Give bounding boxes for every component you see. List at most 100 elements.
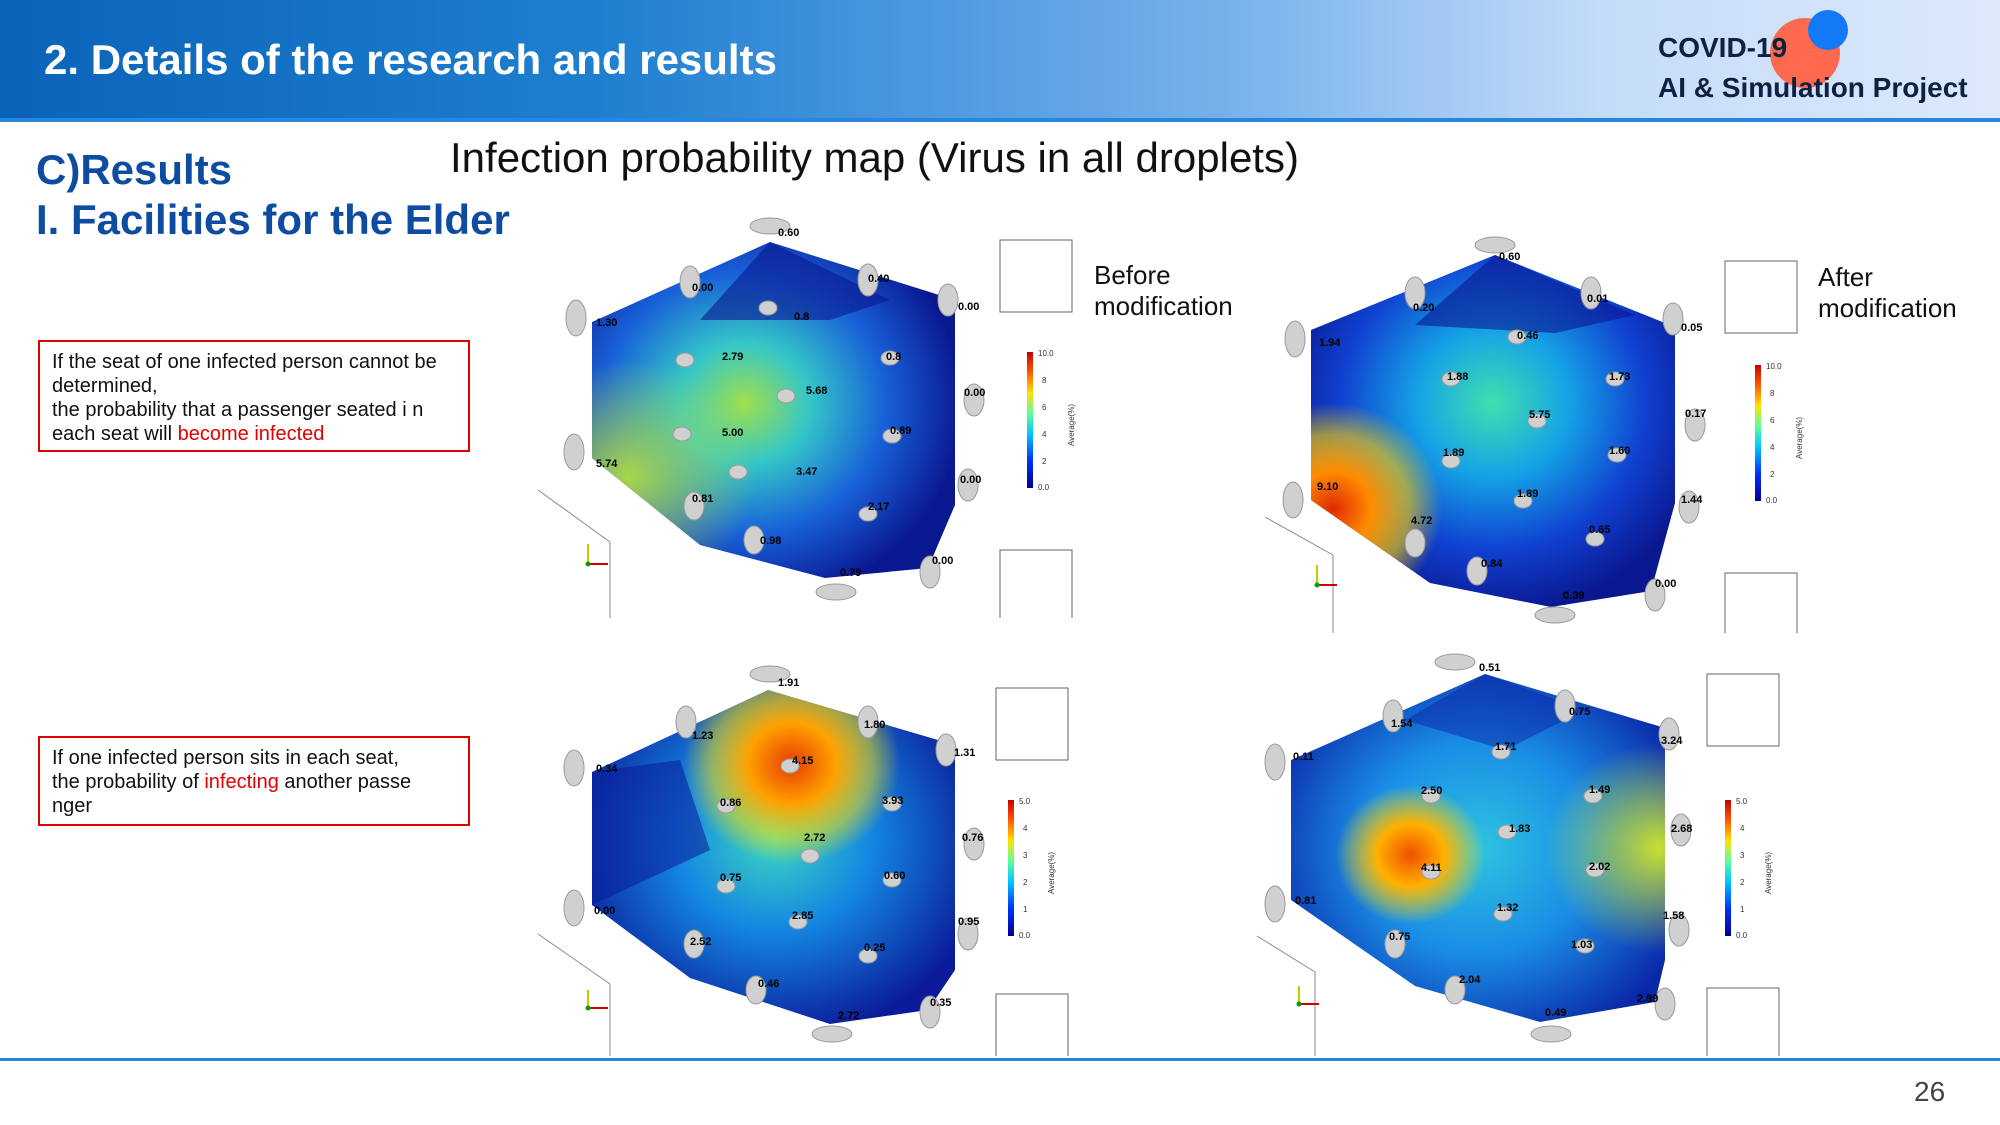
colorbar-tick: 2 bbox=[1740, 878, 1745, 887]
seat-value: 2.85 bbox=[792, 910, 813, 922]
seat-value: 5.74 bbox=[596, 458, 618, 470]
note-highlight: become infected bbox=[177, 423, 325, 445]
seat-value: 0.65 bbox=[1589, 524, 1610, 536]
seat-value: 1.49 bbox=[1589, 784, 1610, 796]
colorbar-tick: 10.0 bbox=[1038, 349, 1054, 358]
infection-map-top-after: 0.60 0.20 0.01 0.05 1.94 0.46 1.88 1.73 … bbox=[1264, 236, 1804, 633]
probability-labels: 0.51 1.54 0.75 3.24 0.11 1.71 2.50 1.49 … bbox=[1293, 662, 1692, 1019]
camera-frame bbox=[995, 687, 1069, 761]
seat-value: 0.46 bbox=[1517, 330, 1538, 342]
seat-value: 0.8 bbox=[886, 351, 901, 363]
seat-value: 0.8 bbox=[794, 311, 809, 323]
seat-value: 0.75 bbox=[720, 872, 741, 884]
axis-triad bbox=[537, 489, 611, 618]
seat-figures bbox=[563, 665, 985, 1043]
logo-blue-circle bbox=[1808, 10, 1848, 50]
colorbar-ticks: 5.0 4 3 2 1 0.0 bbox=[1736, 797, 1748, 940]
seat-value: 2.50 bbox=[1421, 785, 1442, 797]
colorbar-label: Average(%) bbox=[1067, 404, 1076, 446]
page-number: 26 bbox=[1914, 1076, 1946, 1107]
seat-value: 0.00 bbox=[960, 474, 981, 486]
seat-value: 0.00 bbox=[964, 387, 985, 399]
seat-value: 0.20 bbox=[1413, 302, 1434, 314]
seat-value: 0.05 bbox=[1681, 322, 1702, 334]
note-text: the probability that a passenger seated … bbox=[52, 399, 424, 445]
seat-value: 0.51 bbox=[1479, 662, 1500, 674]
low-region bbox=[592, 760, 710, 905]
seat-value: 1.73 bbox=[1609, 371, 1630, 383]
seat-value: 0.11 bbox=[1293, 751, 1314, 763]
colorbar-tick: 5.0 bbox=[1736, 797, 1748, 806]
colorbar bbox=[1755, 365, 1761, 501]
camera-frame bbox=[1706, 673, 1780, 747]
colorbar-tick: 4 bbox=[1770, 443, 1775, 452]
colorbar-tick: 5.0 bbox=[1019, 797, 1031, 806]
seat-value: 2.02 bbox=[1589, 861, 1610, 873]
colorbar-ticks: 10.0 8 6 4 2 0.0 bbox=[1766, 362, 1782, 505]
colorbar-tick: 4 bbox=[1740, 824, 1745, 833]
colorbar-tick: 0.0 bbox=[1019, 931, 1031, 940]
seat-value: 1.88 bbox=[1447, 371, 1468, 383]
seat-value: 4.15 bbox=[792, 755, 813, 767]
colorbar-tick: 1 bbox=[1023, 905, 1028, 914]
camera-frame bbox=[1706, 987, 1780, 1056]
seat-value: 0.60 bbox=[884, 870, 905, 882]
section-subheading: I. Facilities for the Elder bbox=[36, 196, 510, 243]
note-highlight: infecting bbox=[204, 771, 279, 793]
colorbar-tick: 8 bbox=[1042, 376, 1047, 385]
probability-hotspot bbox=[592, 242, 955, 578]
seat-value: 0.86 bbox=[720, 797, 741, 809]
caption-line: modification bbox=[1094, 291, 1233, 321]
seat-value: 4.72 bbox=[1411, 515, 1432, 527]
seat-value: 0.39 bbox=[1563, 590, 1584, 602]
seat-value: 9.10 bbox=[1317, 481, 1338, 493]
seat-value: 1.31 bbox=[954, 747, 975, 759]
caption-line: After bbox=[1818, 262, 1873, 292]
probability-labels: 0.60 0.00 0.40 0.00 1.30 0.8 2.79 0.8 5.… bbox=[596, 227, 985, 579]
colorbar-tick: 6 bbox=[1042, 403, 1047, 412]
seat-value: 2.68 bbox=[1671, 823, 1692, 835]
colorbar-label: Average(%) bbox=[1047, 852, 1056, 894]
seat-value: 2.72 bbox=[838, 1010, 859, 1022]
colorbar-tick: 1 bbox=[1740, 905, 1745, 914]
camera-frame bbox=[999, 549, 1073, 618]
low-region bbox=[1415, 255, 1635, 333]
colorbar-tick: 2 bbox=[1023, 878, 1028, 887]
seat-value: 1.80 bbox=[864, 719, 885, 731]
seat-value: 0.81 bbox=[692, 493, 713, 505]
seat-value: 1.94 bbox=[1319, 337, 1341, 349]
note-text: If one infected person sits in each seat… bbox=[52, 747, 399, 769]
seat-value: 0.17 bbox=[1685, 408, 1706, 420]
seat-value: 0.40 bbox=[868, 273, 889, 285]
seat-value: 0.34 bbox=[596, 763, 618, 775]
seat-value: 0.60 bbox=[778, 227, 799, 239]
seat-value: 0.81 bbox=[1295, 895, 1316, 907]
slide-header bbox=[0, 0, 2000, 118]
seat-value: 0.75 bbox=[1389, 931, 1410, 943]
caption-before: Before modification bbox=[1094, 260, 1233, 322]
colorbar-tick: 3 bbox=[1023, 851, 1028, 860]
seat-value: 1.89 bbox=[1443, 447, 1464, 459]
map-title: Infection probability map (Virus in all … bbox=[450, 134, 1299, 181]
note-text: If the seat of one infected person canno… bbox=[52, 351, 437, 397]
seat-value: 0.01 bbox=[1587, 293, 1608, 305]
seat-value: 1.83 bbox=[1509, 823, 1530, 835]
colorbar-tick: 0.0 bbox=[1766, 496, 1778, 505]
axis-triad bbox=[1256, 935, 1319, 1056]
camera-frame bbox=[1724, 572, 1798, 633]
seat-value: 0.00 bbox=[594, 905, 615, 917]
seat-value: 0.75 bbox=[1569, 706, 1590, 718]
caption-after: After modification bbox=[1818, 262, 1957, 324]
seat-value: 2.89 bbox=[1637, 993, 1658, 1005]
colorbar bbox=[1008, 800, 1014, 936]
seat-value: 0.76 bbox=[962, 832, 983, 844]
seat-value: 0.79 bbox=[840, 567, 861, 579]
seat-value: 1.54 bbox=[1391, 718, 1413, 730]
seat-value: 1.71 bbox=[1495, 741, 1516, 753]
seat-value: 5.68 bbox=[806, 385, 827, 397]
colorbar-tick: 8 bbox=[1770, 389, 1775, 398]
seat-value: 1.44 bbox=[1681, 494, 1703, 506]
seat-value: 2.17 bbox=[868, 501, 889, 513]
colorbar-tick: 0.0 bbox=[1736, 931, 1748, 940]
seat-value: 5.00 bbox=[722, 427, 743, 439]
